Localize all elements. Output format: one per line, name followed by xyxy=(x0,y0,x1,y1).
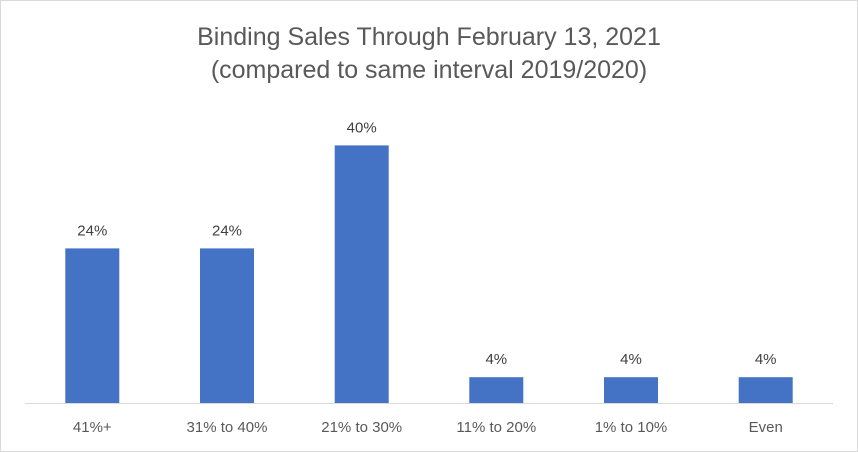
bar-0 xyxy=(65,248,120,403)
bar-1 xyxy=(200,248,254,403)
data-label-3: 4% xyxy=(485,351,507,368)
data-label-4: 4% xyxy=(620,351,642,368)
chart-subtitle-line: (compared to same interval 2019/2020) xyxy=(210,56,648,84)
x-tick-label-3: 11% to 20% xyxy=(456,419,536,436)
data-label-0: 24% xyxy=(77,222,107,239)
chart-title: Binding Sales Through February 13, 2021 … xyxy=(1,21,857,87)
x-tick-label-5: Even xyxy=(749,419,783,436)
data-label-5: 4% xyxy=(755,351,777,368)
x-tick-label-0: 41%+ xyxy=(73,419,112,436)
x-tick-label-1: 31% to 40% xyxy=(187,419,268,436)
bar-3 xyxy=(469,377,524,403)
bar-5 xyxy=(738,377,793,403)
data-label-2: 40% xyxy=(347,119,377,136)
x-tick-label-4: 1% to 10% xyxy=(595,419,668,436)
bar-4 xyxy=(604,377,658,403)
bar-2 xyxy=(334,145,389,403)
x-tick-label-2: 21% to 30% xyxy=(321,419,402,436)
chart-title-line: Binding Sales Through February 13, 2021 xyxy=(197,23,661,51)
data-label-1: 24% xyxy=(212,222,242,239)
